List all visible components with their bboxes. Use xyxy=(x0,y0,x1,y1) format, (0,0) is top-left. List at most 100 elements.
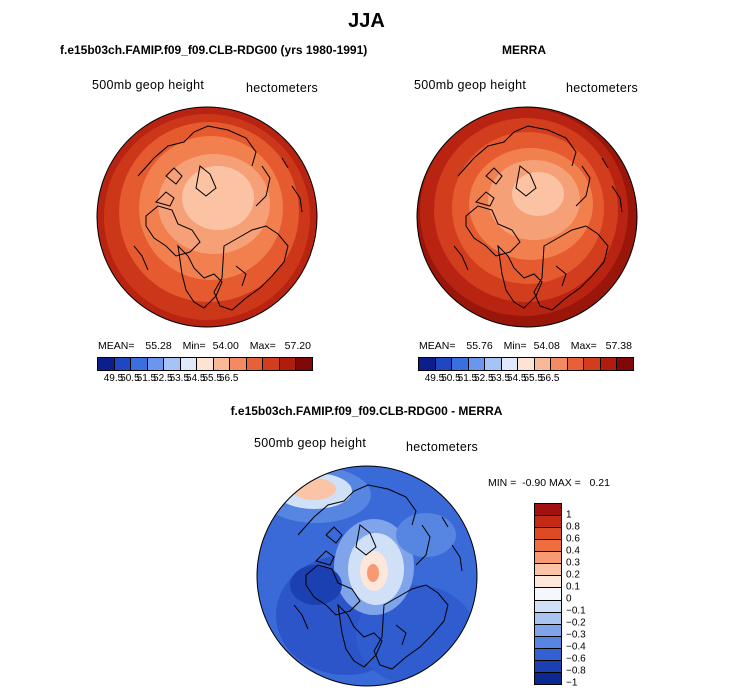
diff-colorbar-tick: −0.1 xyxy=(566,605,586,617)
diff-colorbar-swatch xyxy=(535,552,561,565)
panel-2-max-value: 57.38 xyxy=(605,340,632,352)
panel-1-colorbar-swatch xyxy=(164,358,181,370)
panel-1-max-label: Max= xyxy=(249,340,276,352)
panel-1-colorbar-tick: 56.5 xyxy=(218,373,239,384)
panel-1-stats: MEAN= 55.28 Min= 54.00 Max= 57.20 xyxy=(98,340,311,352)
diff-colorbar-tick: −1 xyxy=(566,677,578,689)
diff-colorbar-tick: −0.2 xyxy=(566,617,586,629)
panel-1-colorbar-ticks: 49.5 50.5 51.5 52.5 53.5 54.5 55.5 56.5 xyxy=(97,373,311,385)
panel-1-colorbar-tick: 51.5 xyxy=(136,373,157,384)
panel-1-colorbar-swatch xyxy=(296,358,312,370)
diff-colorbar-swatch xyxy=(535,564,561,577)
panel-2-colorbar-tick: 54.5 xyxy=(507,373,527,384)
panel-2-colorbar-swatch xyxy=(600,358,618,370)
diff-panel-colorbar-ticks: 1 0.8 0.6 0.4 0.3 0.2 0.1 0 −0.1 −0.2 −0.3 −0.4 −0.6… xyxy=(566,503,606,689)
diff-colorbar-tick: 0.8 xyxy=(566,521,580,533)
panel-1-colorbar-swatch xyxy=(263,358,280,370)
diff-colorbar-swatch xyxy=(535,504,561,517)
panel-2-colorbar-tick: 51.5 xyxy=(457,373,478,384)
diff-colorbar-tick: 0 xyxy=(566,593,572,605)
diff-colorbar-tick: 0.3 xyxy=(566,557,580,569)
panel-2-colorbar-swatch xyxy=(551,358,568,370)
panel-1-colorbar-swatch xyxy=(114,358,132,370)
panel-2-stats: MEAN= 55.76 Min= 54.08 Max= 57.38 xyxy=(419,340,632,352)
panel-1-title: f.e15b03ch.FAMIP.f09_f09.CLB-RDG00 (yrs … xyxy=(60,43,368,57)
panel-1-colorbar-swatch xyxy=(246,358,264,370)
panel-2-variable-label: 500mb geop height xyxy=(414,78,527,92)
diff-panel-title: f.e15b03ch.FAMIP.f09_f09.CLB-RDG00 - MER… xyxy=(230,404,503,418)
panel-1-colorbar xyxy=(97,357,313,371)
panel-2-colorbar-swatch xyxy=(468,358,486,370)
panel-2-units-label: hectometers xyxy=(566,81,639,95)
diff-panel-stats: MIN = -0.90 MAX = 0.21 xyxy=(488,477,610,489)
diff-colorbar-swatch xyxy=(535,576,561,589)
diff-colorbar-swatch xyxy=(535,588,561,601)
panel-1-polar-map xyxy=(96,106,318,328)
panel-1-colorbar-swatch xyxy=(131,358,148,370)
panel-1-colorbar-swatch xyxy=(279,358,297,370)
panel-2-polar-map xyxy=(416,106,638,328)
diff-colorbar-swatch xyxy=(535,624,561,637)
panel-2-colorbar-tick: 55.5 xyxy=(523,373,543,384)
diff-colorbar-swatch xyxy=(535,600,561,613)
diff-colorbar-swatch xyxy=(535,648,561,661)
panel-1-colorbar-tick: 54.5 xyxy=(186,373,206,384)
panel-2-colorbar-swatch xyxy=(584,358,601,370)
panel-2-colorbar-tick: 53.5 xyxy=(490,373,511,384)
panel-2-colorbar-swatch xyxy=(435,358,453,370)
panel-2-colorbar-ticks: 49.5 50.5 51.5 52.5 53.5 54.5 55.5 56.5 xyxy=(418,373,632,385)
panel-1-colorbar-tick: 49.5 xyxy=(103,373,124,384)
diff-colorbar-tick: −0.4 xyxy=(566,641,586,653)
panel-2-colorbar-tick: 49.5 xyxy=(424,373,445,384)
panel-2-min-value: 54.08 xyxy=(533,340,560,352)
diff-panel-variable-label: 500mb geop height xyxy=(254,436,367,450)
diff-colorbar-swatch xyxy=(535,660,561,673)
diff-panel-polar-map xyxy=(256,465,478,687)
panel-2-colorbar-tick: 50.5 xyxy=(441,373,461,384)
diff-colorbar-swatch xyxy=(535,540,561,553)
diff-colorbar-tick: 0.2 xyxy=(566,569,580,581)
panel-2-colorbar-swatch xyxy=(567,358,585,370)
panel-2-colorbar-swatch xyxy=(617,358,633,370)
panel-2-max-label: Max= xyxy=(570,340,597,352)
panel-2-colorbar xyxy=(418,357,634,371)
diff-colorbar-tick: −0.6 xyxy=(566,653,586,665)
diff-colorbar-swatch xyxy=(535,528,561,541)
diff-panel-units-label: hectometers xyxy=(406,440,479,454)
panel-1-mean-label: MEAN= xyxy=(98,340,135,352)
panel-2-colorbar-tick: 52.5 xyxy=(474,373,494,384)
diff-panel-colorbar xyxy=(534,503,562,685)
panel-1-max-value: 57.20 xyxy=(284,340,311,352)
panel-1-colorbar-swatch xyxy=(230,358,247,370)
diff-colorbar-tick: −0.8 xyxy=(566,665,586,677)
panel-1-colorbar-tick: 53.5 xyxy=(169,373,190,384)
panel-1-colorbar-tick: 50.5 xyxy=(120,373,140,384)
panel-2-colorbar-swatch xyxy=(419,358,436,370)
panel-2-colorbar-tick: 56.5 xyxy=(539,373,560,384)
panel-1-colorbar-swatch xyxy=(180,358,198,370)
figure-title: JJA xyxy=(348,10,385,32)
diff-colorbar-swatch xyxy=(535,636,561,649)
panel-1-min-value: 54.00 xyxy=(212,340,239,352)
panel-2-min-label: Min= xyxy=(503,340,527,352)
diff-colorbar-tick: 0.4 xyxy=(566,545,580,557)
diff-colorbar-tick: −0.3 xyxy=(566,629,586,641)
diff-colorbar-tick: 1 xyxy=(566,509,572,521)
panel-2-colorbar-swatch xyxy=(452,358,469,370)
diff-colorbar-tick: 0.6 xyxy=(566,533,580,545)
panel-2-colorbar-swatch xyxy=(518,358,535,370)
panel-2-mean-value: 55.76 xyxy=(466,340,493,352)
panel-1-colorbar-swatch xyxy=(197,358,214,370)
panel-2-colorbar-swatch xyxy=(501,358,519,370)
diff-colorbar-swatch xyxy=(535,516,561,529)
panel-1-variable-label: 500mb geop height xyxy=(92,78,205,92)
panel-1-colorbar-swatch xyxy=(213,358,231,370)
panel-1-colorbar-tick: 55.5 xyxy=(202,373,222,384)
panel-2-colorbar-swatch xyxy=(534,358,552,370)
panel-1-min-label: Min= xyxy=(182,340,206,352)
diff-colorbar-tick: 0.1 xyxy=(566,581,580,593)
panel-2-mean-label: MEAN= xyxy=(419,340,456,352)
panel-1-colorbar-tick: 52.5 xyxy=(153,373,173,384)
panel-2-title: MERRA xyxy=(502,43,546,57)
panel-1-colorbar-swatch xyxy=(147,358,165,370)
